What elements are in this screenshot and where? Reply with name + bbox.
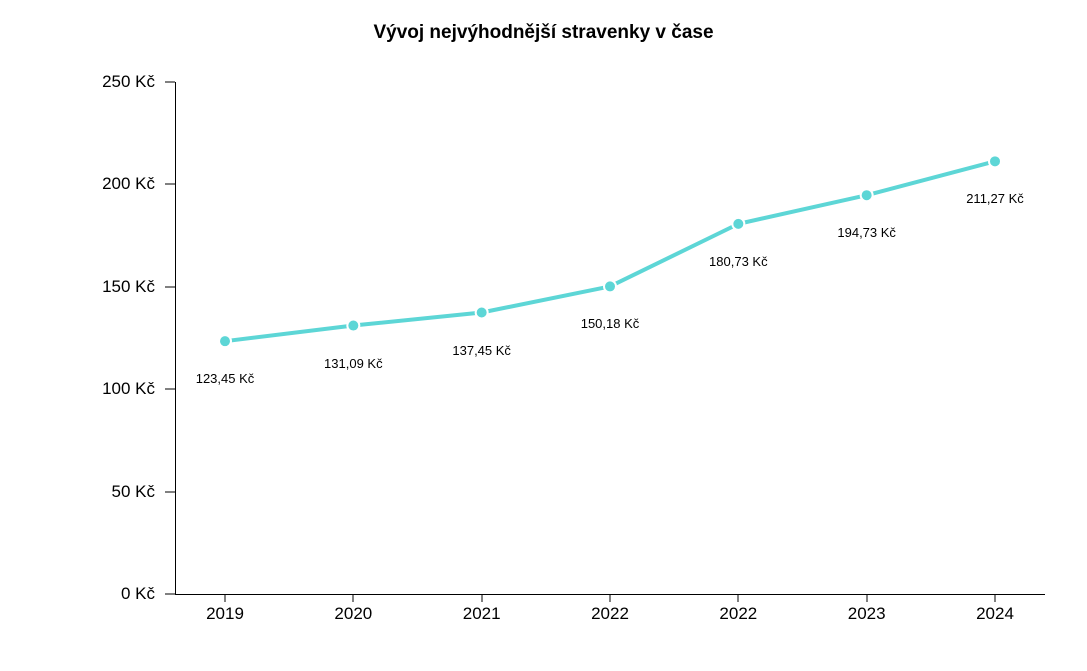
x-tick-mark: [225, 594, 226, 602]
x-tick-label: 2023: [848, 604, 886, 624]
chart-container: Vývoj nejvýhodnější stravenky v čase 0 K…: [0, 0, 1087, 671]
line-layer: [175, 82, 1045, 594]
y-tick-label: 250 Kč: [102, 72, 155, 92]
x-tick-label: 2021: [463, 604, 501, 624]
data-point: [476, 307, 488, 319]
y-tick-label: 50 Kč: [112, 482, 155, 502]
x-tick-label: 2020: [334, 604, 372, 624]
y-tick-label: 150 Kč: [102, 277, 155, 297]
series-line: [225, 161, 995, 341]
data-point: [989, 155, 1001, 167]
data-label: 211,27 Kč: [966, 191, 1024, 206]
y-tick-mark: [165, 286, 175, 287]
data-label: 131,09 Kč: [324, 356, 383, 371]
x-tick-label: 2024: [976, 604, 1014, 624]
data-point: [604, 280, 616, 292]
x-tick-mark: [610, 594, 611, 602]
y-tick-label: 0 Kč: [121, 584, 155, 604]
y-tick-label: 100 Kč: [102, 379, 155, 399]
x-tick-label: 2022: [591, 604, 629, 624]
data-label: 150,18 Kč: [581, 316, 640, 331]
data-point: [732, 218, 744, 230]
x-tick-label: 2019: [206, 604, 244, 624]
data-label: 137,45 Kč: [452, 343, 511, 358]
data-label: 123,45 Kč: [196, 371, 255, 386]
x-tick-label: 2022: [719, 604, 757, 624]
data-point: [347, 320, 359, 332]
x-tick-mark: [353, 594, 354, 602]
x-tick-mark: [866, 594, 867, 602]
y-tick-mark: [165, 491, 175, 492]
y-tick-mark: [165, 389, 175, 390]
data-point: [219, 335, 231, 347]
data-point: [861, 189, 873, 201]
x-tick-mark: [995, 594, 996, 602]
y-tick-mark: [165, 82, 175, 83]
chart-title: Vývoj nejvýhodnější stravenky v čase: [0, 22, 1087, 44]
plot-area: 123,45 Kč 131,09 Kč 137,45 Kč 150,18 Kč 180,…: [175, 82, 1045, 594]
y-tick-mark: [165, 594, 175, 595]
x-tick-mark: [481, 594, 482, 602]
data-label: 180,73 Kč: [709, 254, 768, 269]
y-tick-label: 200 Kč: [102, 174, 155, 194]
y-tick-mark: [165, 184, 175, 185]
x-tick-mark: [738, 594, 739, 602]
data-label: 194,73 Kč: [837, 225, 896, 240]
